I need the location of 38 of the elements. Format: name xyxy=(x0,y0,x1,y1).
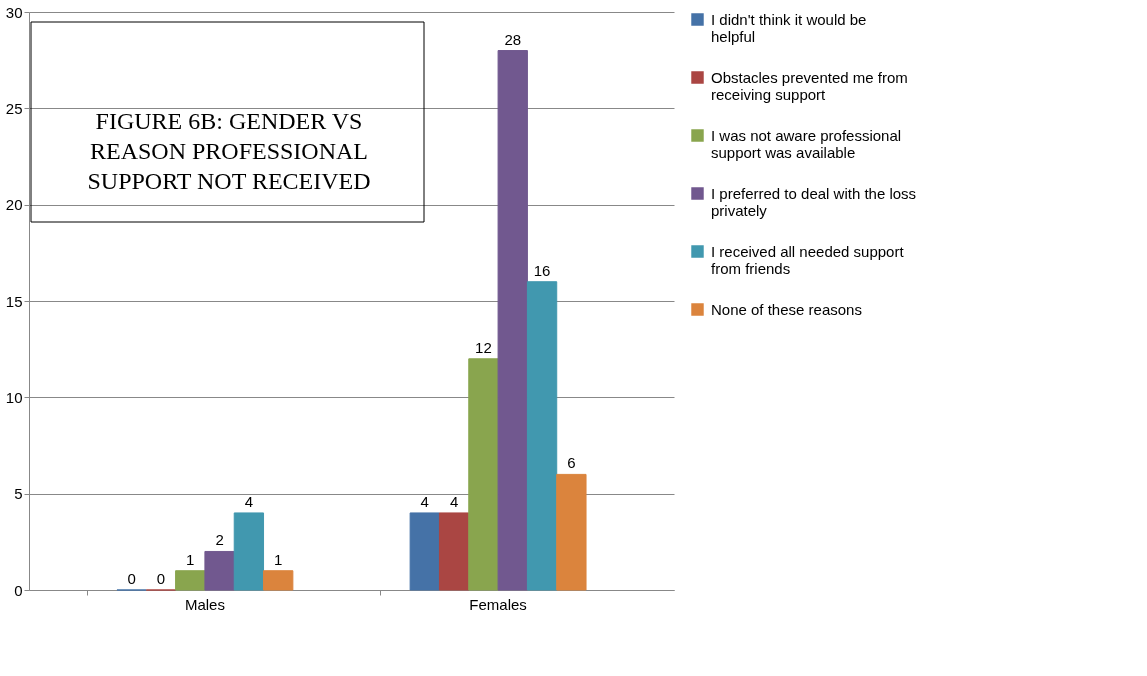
x-tick-label: Females xyxy=(469,595,527,613)
bar xyxy=(438,512,470,591)
legend-label: I preferred to deal with the loss privately xyxy=(711,184,917,219)
y-tick-label: 30 xyxy=(5,3,23,21)
y-tick-label: 15 xyxy=(5,292,23,310)
bar xyxy=(497,50,528,591)
data-label: 28 xyxy=(504,30,522,48)
data-label: 0 xyxy=(156,570,166,587)
legend-label: I received all needed support from friends xyxy=(711,242,905,277)
bar xyxy=(233,512,265,591)
data-label: 16 xyxy=(533,261,551,279)
legend-label: I didn't think it would be helpful xyxy=(711,10,867,45)
data-label: 0 xyxy=(127,570,136,587)
bar xyxy=(468,358,499,591)
bar xyxy=(175,570,206,591)
x-tick-label: Males xyxy=(184,595,225,613)
y-tick-label: 20 xyxy=(5,196,23,214)
legend-label: None of these reasons xyxy=(711,300,862,318)
bar xyxy=(556,473,587,591)
data-label: 1 xyxy=(186,550,195,568)
data-label: 2 xyxy=(215,531,224,549)
y-tick-label: 0 xyxy=(14,581,23,599)
data-label: 12 xyxy=(475,338,492,356)
legend-label: Obstacles prevented me from receiving support xyxy=(711,68,908,103)
legend-label: I was not aware professional support was available xyxy=(711,126,902,161)
data-label: 4 xyxy=(449,492,459,510)
bar xyxy=(526,281,558,591)
text: FIGURE 6B: GENDER VS REASON PROFESSIONAL SUPPORT NOT RECEIVED xyxy=(87,108,371,194)
y-tick-label: 25 xyxy=(5,99,23,117)
data-label: 6 xyxy=(567,454,576,472)
y-tick-label: 10 xyxy=(5,388,23,406)
y-tick-label: 5 xyxy=(14,485,23,503)
data-label: 4 xyxy=(244,492,254,510)
bar xyxy=(263,570,294,591)
bar xyxy=(204,550,235,591)
data-label: 4 xyxy=(420,492,429,510)
bar xyxy=(409,512,440,591)
data-label: 1 xyxy=(274,550,283,568)
